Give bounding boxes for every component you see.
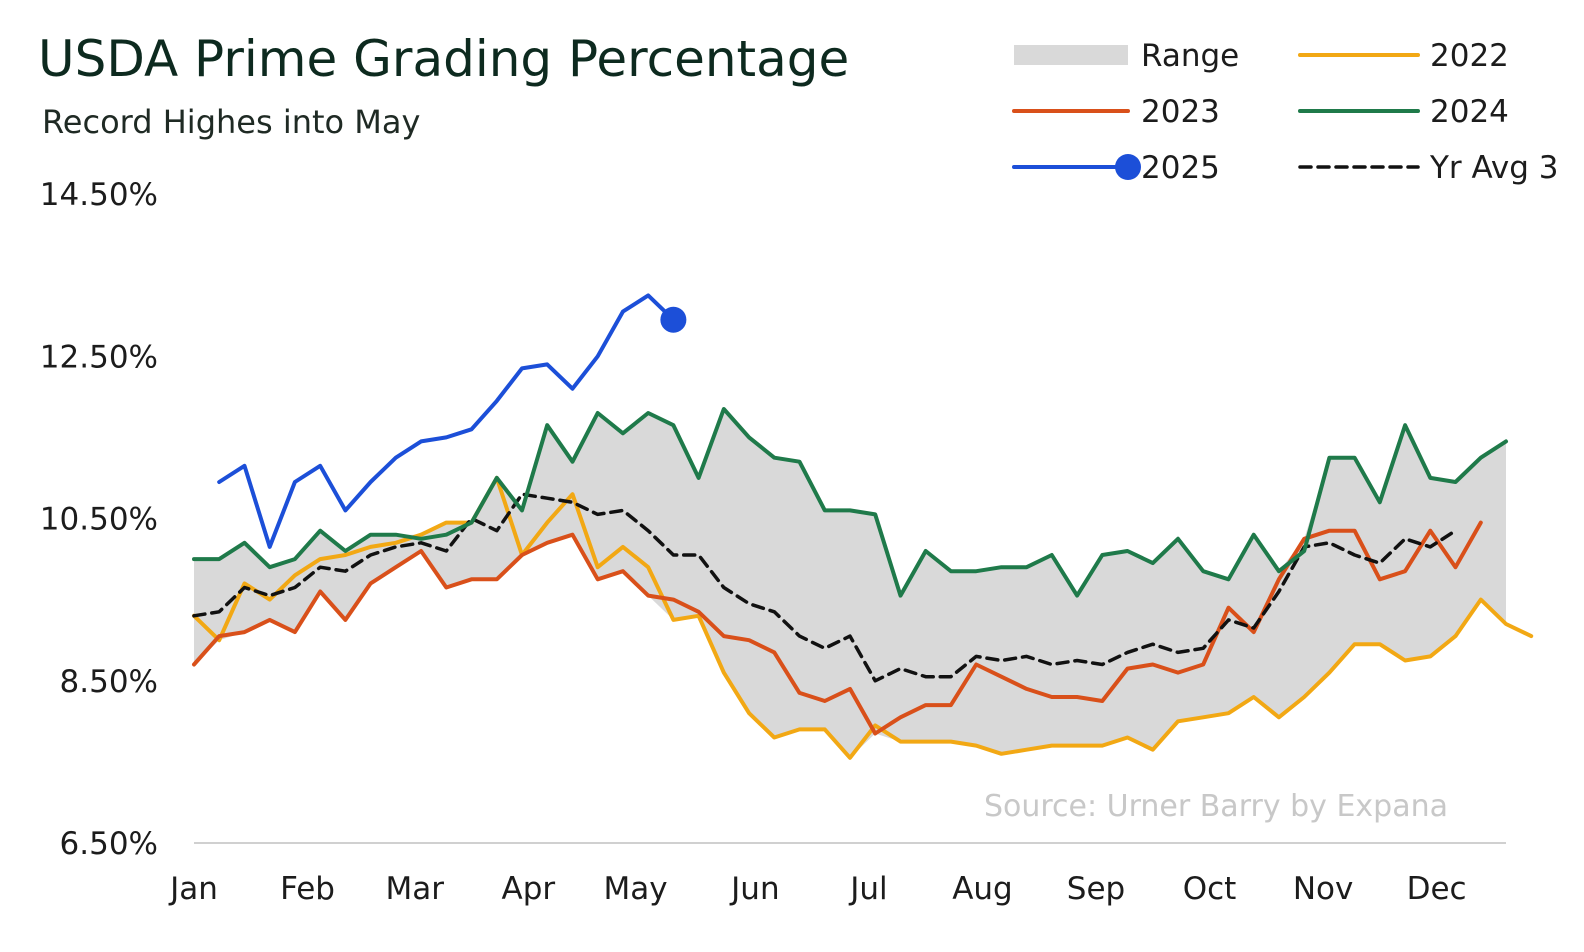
legend-label: Yr Avg 3 xyxy=(1429,150,1559,186)
y-tick-label: 12.50% xyxy=(40,339,158,375)
legend-label: Range xyxy=(1141,38,1239,74)
y-tick-label: 8.50% xyxy=(60,664,158,700)
x-tick-label: Mar xyxy=(386,871,445,907)
series-lines xyxy=(192,293,1534,760)
x-tick-label: Nov xyxy=(1293,871,1354,907)
legend-item-2024: 2024 xyxy=(1298,94,1509,130)
x-tick-label: Dec xyxy=(1407,871,1467,907)
x-tick-label: Jun xyxy=(729,871,779,907)
x-tick-label: May xyxy=(603,871,667,907)
x-tick-label: Aug xyxy=(952,871,1013,907)
plot-area xyxy=(192,293,1534,844)
legend: Range 2022 2023 2024 2025 Yr Avg 3 xyxy=(1012,38,1559,186)
y-tick-label: 10.50% xyxy=(40,502,158,538)
x-tick-label: Sep xyxy=(1067,871,1125,907)
x-tick-label: Jul xyxy=(848,871,887,907)
legend-swatch xyxy=(1014,45,1128,65)
legend-label: 2024 xyxy=(1430,94,1509,130)
series-line-2025 xyxy=(217,293,676,549)
legend-label: 2025 xyxy=(1141,150,1220,186)
legend-label: 2022 xyxy=(1430,38,1509,74)
legend-item-range: Range xyxy=(1014,38,1239,74)
legend-item-2023: 2023 xyxy=(1012,94,1220,130)
x-tick-label: Apr xyxy=(501,871,555,907)
legend-item-2025: 2025 xyxy=(1012,150,1220,186)
legend-label: 2023 xyxy=(1141,94,1220,130)
legend-item-yr-avg-3: Yr Avg 3 xyxy=(1298,150,1559,186)
x-tick-label: Jan xyxy=(168,871,218,907)
source-note: Source: Urner Barry by Expana xyxy=(984,789,1448,824)
x-tick-label: Oct xyxy=(1183,871,1237,907)
x-axis: Jan Feb Mar Apr May Jun Jul Aug Sep Oct Nov Dec xyxy=(168,871,1467,907)
chart-title: USDA Prime Grading Percentage xyxy=(38,30,849,88)
y-axis: 14.50% 12.50% 10.50% 8.50% 6.50% xyxy=(40,177,158,862)
y-tick-label: 6.50% xyxy=(60,826,158,862)
x-tick-label: Feb xyxy=(280,871,335,907)
series-line-2023 xyxy=(192,520,1483,736)
series-line-2024 xyxy=(192,407,1508,598)
y-tick-label: 14.50% xyxy=(40,177,158,213)
series-line-yr-avg-3 xyxy=(192,492,1458,683)
series-end-marker-2025 xyxy=(660,306,687,333)
chart-subtitle: Record Highes into May xyxy=(42,103,420,141)
series-line-2022 xyxy=(192,475,1534,760)
legend-item-2022: 2022 xyxy=(1298,38,1509,74)
legend-marker xyxy=(1115,154,1141,180)
